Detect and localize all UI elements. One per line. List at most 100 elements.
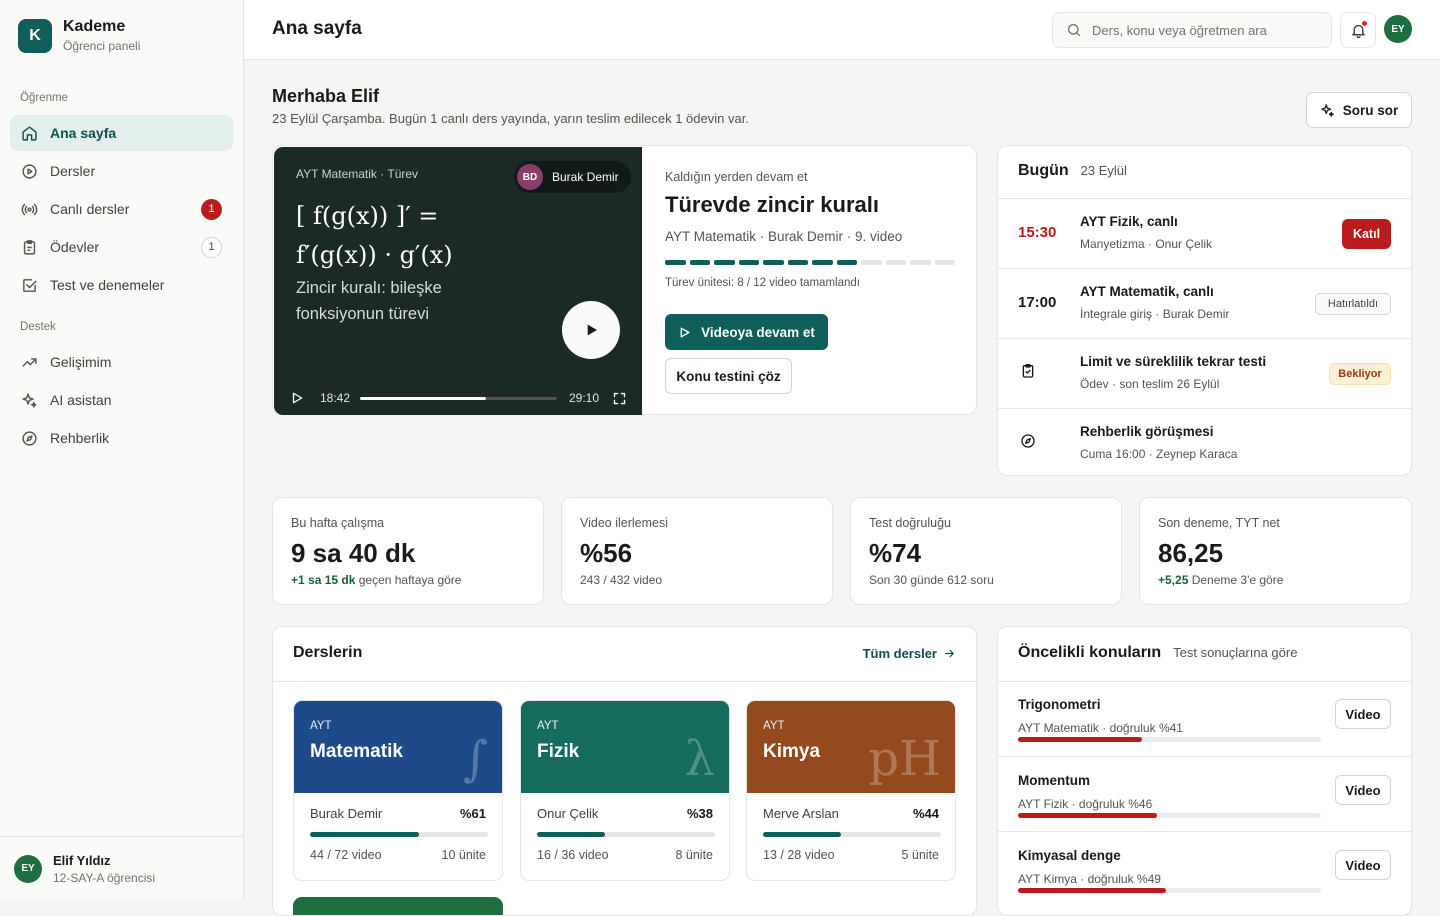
- course-card-chemistry[interactable]: AYT Kimya pH Merve Arslan %44 13 / 28 vi…: [746, 700, 956, 881]
- today-item-guidance: Rehberlik görüşmesi Cuma 16:00 · Zeynep …: [998, 408, 1411, 476]
- topic-subtitle: AYT Kimya · doğruluk %49: [1018, 872, 1161, 886]
- checkbox-icon: [23, 278, 37, 292]
- video-description: Zincir kuralı: bileşke fonksiyonun türev…: [296, 279, 442, 323]
- stat-delta: +5,25: [1158, 573, 1189, 587]
- play-button[interactable]: [562, 301, 620, 359]
- topic-accuracy-fill: [1018, 737, 1143, 742]
- priority-item-momentum: Momentum AYT Fizik · doğruluk %46 Video: [998, 757, 1411, 833]
- progress-segment: [885, 260, 906, 265]
- fullscreen-icon[interactable]: [612, 391, 627, 406]
- clipboard-check-icon: [1022, 364, 1034, 378]
- topic-accuracy-bar: [1018, 737, 1321, 742]
- course-level: AYT: [537, 720, 559, 732]
- course-progress-fill: [310, 832, 419, 837]
- user-profile[interactable]: EY Elif Yıldız 12-SAY-A öğrencisi: [0, 836, 243, 900]
- topic-subtitle: AYT Fizik · doğruluk %46: [1018, 797, 1153, 811]
- formula-line: [ f(g(x)) ]′ =: [296, 202, 439, 230]
- progress-segment: [714, 260, 735, 265]
- brand[interactable]: K Kademe Öğrenci paneli: [18, 18, 140, 53]
- course-name: Kimya: [763, 741, 821, 762]
- stat-note-text: geçen haftaya göre: [355, 573, 462, 587]
- course-card-math[interactable]: AYT Matematik ∫ Burak Demir %61 44 / 72 …: [293, 700, 503, 881]
- event-subtitle: Manyetizma · Onur Çelik: [1080, 237, 1213, 251]
- stat-study-time: Bu hafta çalışma 9 sa 40 dk +1 sa 15 dk …: [272, 497, 544, 605]
- topic-title: Kimyasal denge: [1018, 848, 1121, 863]
- ask-question-label: Soru sor: [1342, 102, 1399, 118]
- course-progress-bar: [763, 832, 941, 837]
- course-units: 5 ünite: [901, 848, 939, 862]
- sidebar-item-ai-assistant[interactable]: AI asistan: [10, 382, 233, 418]
- divider: [998, 831, 1411, 832]
- topic-video-button[interactable]: Video: [1335, 775, 1391, 805]
- course-symbol: λ: [684, 731, 715, 787]
- stat-video-progress: Video ilerlemesi %56 243 / 432 video: [561, 497, 833, 605]
- stat-value: 86,25: [1158, 538, 1224, 568]
- sparkles-icon: [22, 392, 37, 408]
- play-icon[interactable]: [290, 391, 304, 405]
- search-input[interactable]: Ders, konu veya öğretmen ara: [1052, 12, 1332, 48]
- stat-note: +1 sa 15 dk geçen haftaya göre: [291, 573, 461, 587]
- courses-card: Derslerin Tüm dersler AYT Matematik ∫ Bu…: [272, 626, 977, 916]
- priority-topics-card: Öncelikli konuların Test sonuçlarına gör…: [997, 626, 1412, 916]
- pending-badge: Bekliyor: [1329, 363, 1391, 385]
- courses-title: Derslerin: [293, 644, 363, 661]
- sidebar-item-guidance[interactable]: Rehberlik: [10, 420, 233, 456]
- sidebar-item-tests[interactable]: Test ve denemeler: [10, 267, 233, 303]
- nav-section-learning: Öğrenme: [20, 92, 68, 104]
- join-button[interactable]: Katıl: [1342, 219, 1391, 249]
- today-date: 23 Eylül: [1080, 163, 1127, 178]
- event-title: Limit ve süreklilik tekrar testi: [1080, 354, 1267, 369]
- video-formula: [ f(g(x)) ]′ = f′(g(x)) · g′(x): [296, 197, 556, 275]
- course-teacher: Burak Demir: [310, 806, 383, 821]
- brand-logo: K: [18, 18, 52, 53]
- avatar: BD: [517, 164, 543, 190]
- course-symbol: pH: [868, 731, 941, 787]
- progress-segment: [861, 260, 882, 265]
- stat-last-exam: Son deneme, TYT net 86,25 +5,25 Deneme 3…: [1139, 497, 1412, 605]
- progress-segment: [787, 260, 808, 265]
- sidebar-item-homework[interactable]: Ödevler 1: [10, 229, 233, 265]
- stat-note-text: Deneme 3'e göre: [1188, 573, 1284, 587]
- progress-segment: [812, 260, 833, 265]
- course-symbol: ∫: [462, 731, 488, 787]
- video-controls: 18:42 29:10: [290, 390, 630, 406]
- page-title: Ana sayfa: [272, 18, 362, 39]
- course-progress-bar: [537, 832, 715, 837]
- continue-title: Türevde zincir kuralı: [665, 192, 879, 217]
- stat-note: Son 30 günde 612 soru: [869, 573, 994, 587]
- current-time: 18:42: [320, 391, 351, 405]
- event-title: AYT Fizik, canlı: [1080, 214, 1178, 229]
- video-seekbar[interactable]: [360, 397, 557, 400]
- sidebar: K Kademe Öğrenci paneli Öğrenme Ana sayf…: [0, 0, 244, 900]
- today-header: Bugün 23 Eylül: [1018, 162, 1127, 180]
- stat-label: Video ilerlemesi: [580, 516, 669, 530]
- course-percent: %61: [459, 806, 486, 821]
- ask-question-button[interactable]: Soru sor: [1306, 92, 1412, 128]
- sidebar-item-live[interactable]: Canlı dersler 1: [10, 191, 233, 227]
- topic-title: Trigonometri: [1018, 697, 1101, 712]
- topic-test-button[interactable]: Konu testini çöz: [665, 358, 792, 394]
- total-time: 29:10: [569, 391, 600, 405]
- topic-video-button[interactable]: Video: [1335, 699, 1391, 729]
- topbar: Ana sayfa Ders, konu veya öğretmen ara E…: [244, 0, 1440, 60]
- continue-video-button[interactable]: Videoya devam et: [665, 314, 828, 350]
- unit-progress-segments: [665, 260, 955, 265]
- notifications-button[interactable]: [1340, 12, 1376, 48]
- sidebar-item-home[interactable]: Ana sayfa: [10, 115, 233, 151]
- topic-video-button[interactable]: Video: [1335, 850, 1391, 880]
- sidebar-item-progress[interactable]: Gelişimim: [10, 344, 233, 380]
- all-courses-link[interactable]: Tüm dersler: [863, 646, 956, 661]
- arrow-right-icon: [945, 649, 954, 658]
- course-card-physics[interactable]: AYT Fizik λ Onur Çelik %38 16 / 36 video…: [520, 700, 730, 881]
- course-videos: 44 / 72 video: [310, 848, 382, 862]
- course-banner: AYT Kimya pH: [747, 701, 955, 793]
- avatar[interactable]: EY: [1384, 15, 1412, 43]
- sidebar-item-courses[interactable]: Dersler: [10, 153, 233, 189]
- video-player[interactable]: AYT Matematik · Türev BD Burak Demir [ f…: [274, 147, 642, 415]
- event-title: AYT Matematik, canlı: [1080, 284, 1214, 299]
- progress-segment: [763, 260, 784, 265]
- progress-segment: [934, 260, 955, 265]
- event-time: 17:00: [1018, 294, 1057, 311]
- course-videos: 16 / 36 video: [537, 848, 609, 862]
- stat-test-accuracy: Test doğruluğu %74 Son 30 günde 612 soru: [850, 497, 1122, 605]
